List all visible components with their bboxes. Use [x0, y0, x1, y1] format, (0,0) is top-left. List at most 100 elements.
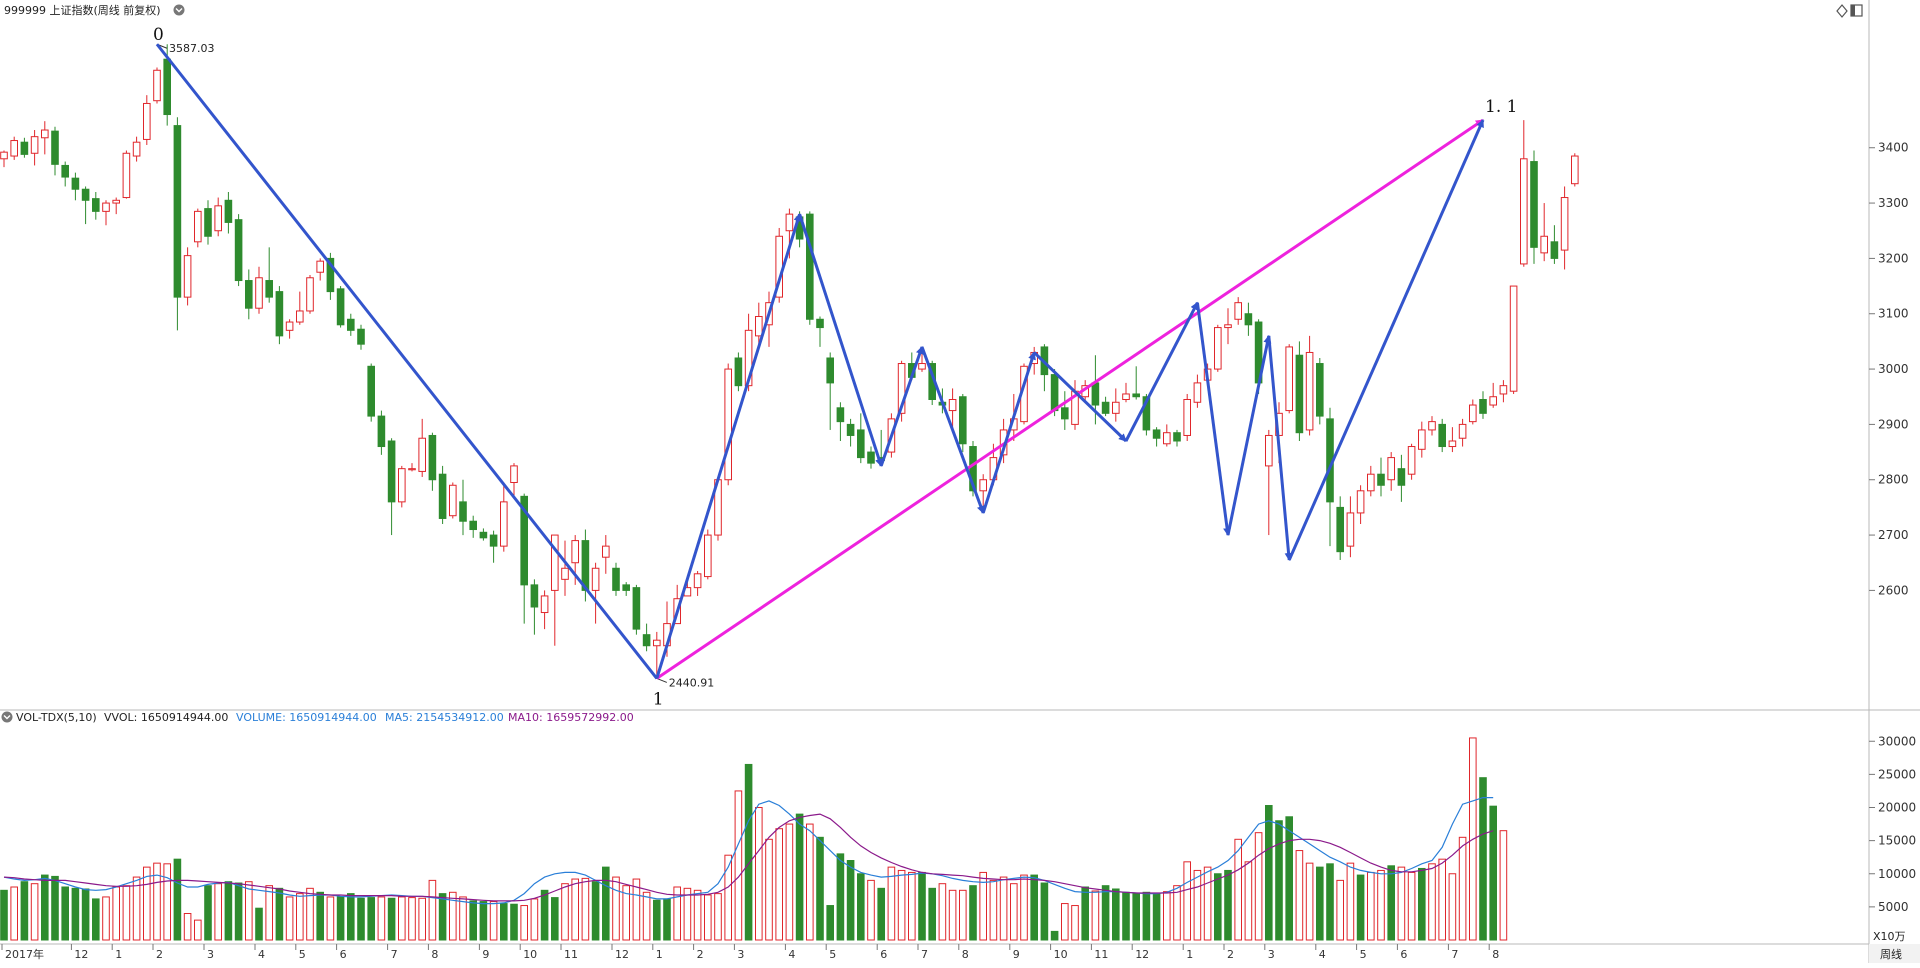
volume-bar-down	[173, 858, 182, 941]
ma5-line	[3, 796, 1494, 905]
candle-up	[591, 567, 600, 591]
volume-bar-up	[887, 866, 896, 941]
volume-bar-down	[204, 885, 212, 941]
candle-up	[755, 316, 763, 337]
volume-bar-up	[194, 919, 202, 941]
volume-tick-label: 15000	[1878, 834, 1916, 848]
candle-up	[41, 129, 49, 139]
volume-bar-up	[428, 879, 437, 941]
volume-bar-down	[1132, 893, 1141, 941]
candle-down	[51, 130, 59, 165]
volume-bar-down	[51, 875, 59, 941]
candle-up	[1193, 382, 1202, 403]
candle-up	[132, 141, 141, 157]
candle-down	[530, 584, 539, 608]
price-tick-label: 3300	[1878, 196, 1909, 210]
candle-down	[1101, 401, 1110, 414]
volume-bar-up	[959, 889, 967, 941]
volume-bar-up	[153, 862, 161, 941]
date-tick-label: 6	[880, 948, 887, 961]
price-tick-label: 2600	[1878, 583, 1909, 597]
candle-down	[1479, 399, 1487, 414]
volume-bar-down	[816, 836, 824, 941]
volume-collapse-icon[interactable]	[1, 711, 13, 723]
volume-bar-down	[1214, 873, 1222, 941]
date-tick-label: 2	[1227, 948, 1234, 961]
volume-bar-up	[1377, 869, 1385, 941]
candle-up	[1407, 446, 1416, 475]
diamond-icon[interactable]	[1836, 4, 1848, 18]
volume-bar-up	[132, 876, 141, 941]
candle-up	[1499, 385, 1508, 395]
volume-bar-up	[459, 896, 467, 941]
price-tick-label: 3100	[1878, 307, 1909, 321]
candle-up	[1224, 324, 1232, 329]
volume-bar-down	[1326, 863, 1334, 941]
volume-bar-up	[1346, 862, 1355, 941]
volume-bar-up	[704, 894, 712, 941]
date-tick-label: 5	[1360, 948, 1367, 961]
candle-up	[785, 213, 794, 232]
candle-up	[1489, 396, 1498, 406]
up-leg-f-line	[1287, 119, 1485, 561]
volume-bar-down	[1050, 930, 1059, 941]
candle-down	[1316, 363, 1324, 417]
date-tick-label: 3	[1268, 948, 1275, 961]
volume-bar-up	[1397, 866, 1406, 941]
date-tick-label: 12	[74, 948, 88, 961]
candle-up	[1387, 457, 1396, 481]
volume-bar-down	[857, 873, 865, 941]
candle-down	[1091, 382, 1100, 406]
volume-bar-down	[275, 887, 284, 941]
candle-up	[1214, 327, 1222, 370]
volume-bar-down	[61, 886, 70, 941]
volume-bar-up	[908, 871, 916, 941]
period-cell[interactable]	[1869, 944, 1920, 963]
vvol-readout: VVOL: 1650914944.00	[104, 711, 228, 724]
candle-up	[10, 140, 18, 157]
candle-up	[653, 639, 661, 647]
candle-up	[500, 501, 508, 547]
volume-bar-up	[183, 913, 192, 941]
date-tick-label: 6	[340, 948, 347, 961]
period-label[interactable]: 周线	[1880, 947, 1902, 961]
candle-up	[1163, 432, 1171, 445]
volume-bar-down	[826, 905, 835, 941]
volume-bar-down	[1040, 882, 1049, 941]
date-tick-label: 4	[788, 948, 795, 961]
price-tick-label: 2700	[1878, 528, 1909, 542]
window-icon[interactable]	[1850, 4, 1863, 17]
candle-up	[183, 255, 192, 298]
candle-up	[1265, 434, 1273, 467]
ma10-readout: MA10: 1659572992.00	[508, 711, 634, 724]
candle-up	[418, 437, 426, 472]
candle-down	[479, 531, 488, 539]
candle-down	[1295, 354, 1304, 434]
volume-bar-up	[1438, 858, 1447, 941]
candle-down	[469, 520, 477, 531]
volume-bar-down	[438, 893, 447, 941]
volume-bar-up	[867, 879, 875, 941]
volume-bar-up	[1244, 861, 1253, 941]
volume-bar-up	[245, 881, 253, 941]
volume-bar-up	[979, 871, 988, 941]
volume-bar-up	[398, 896, 406, 941]
volume-bar-down	[71, 887, 80, 941]
volume-bar-up	[143, 866, 151, 941]
volume-tick-label: 10000	[1878, 867, 1916, 881]
candle-down	[336, 288, 345, 326]
volume-bar-down	[20, 881, 29, 941]
price-panel: 2600 2700 2800 2900 3000 3100 3200 3300 3400 3587…	[0, 42, 1909, 689]
volume-bar-down	[1316, 866, 1324, 941]
candle-up	[918, 363, 926, 370]
date-tick-label: 8	[962, 948, 969, 961]
candle-up	[1346, 512, 1355, 547]
volume-bar-up	[1336, 879, 1345, 941]
chevron-down-icon[interactable]	[173, 4, 185, 16]
candle-up	[1285, 346, 1294, 412]
candle-down	[377, 415, 386, 448]
volume-bar-down	[795, 813, 804, 941]
candle-down	[1061, 407, 1069, 420]
candle-up	[1356, 490, 1365, 514]
